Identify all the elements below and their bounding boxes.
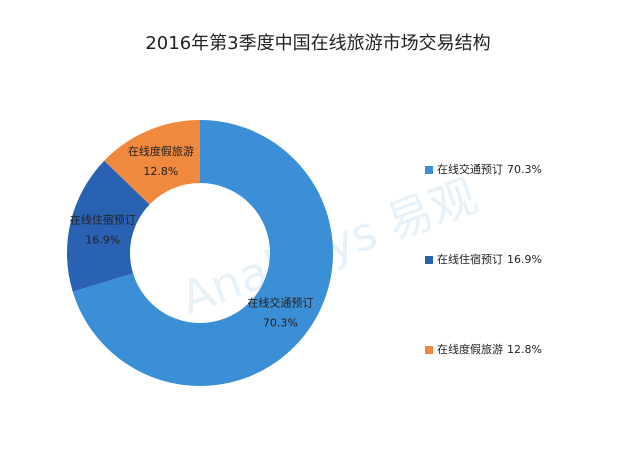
- slice-value-label: 70.3%: [263, 317, 298, 330]
- chart-title: 2016年第3季度中国在线旅游市场交易结构: [145, 33, 490, 54]
- legend-swatch: [425, 346, 433, 354]
- legend-label: 在线度假旅游 12.8%: [437, 342, 542, 356]
- slice-label: 在线住宿预订: [70, 213, 136, 227]
- slice-label: 在线交通预订: [247, 296, 313, 310]
- legend-label: 在线住宿预订 16.9%: [437, 252, 542, 266]
- legend-swatch: [425, 166, 433, 174]
- slice-value-label: 12.8%: [143, 165, 178, 178]
- legend-name: 在线交通预订: [437, 162, 503, 176]
- legend-value: 16.9%: [507, 253, 542, 266]
- slice-value-label: 16.9%: [85, 234, 120, 247]
- legend-value: 70.3%: [507, 163, 542, 176]
- donut-slice: [72, 120, 333, 387]
- legend-value: 12.8%: [507, 343, 542, 356]
- slice-label: 在线度假旅游: [128, 144, 194, 158]
- donut-slice: [66, 160, 150, 292]
- legend-swatch: [425, 256, 433, 264]
- legend-name: 在线住宿预订: [437, 252, 503, 266]
- donut-slice: [104, 120, 200, 205]
- legend-name: 在线度假旅游: [437, 342, 503, 356]
- legend-label: 在线交通预订 70.3%: [437, 162, 542, 176]
